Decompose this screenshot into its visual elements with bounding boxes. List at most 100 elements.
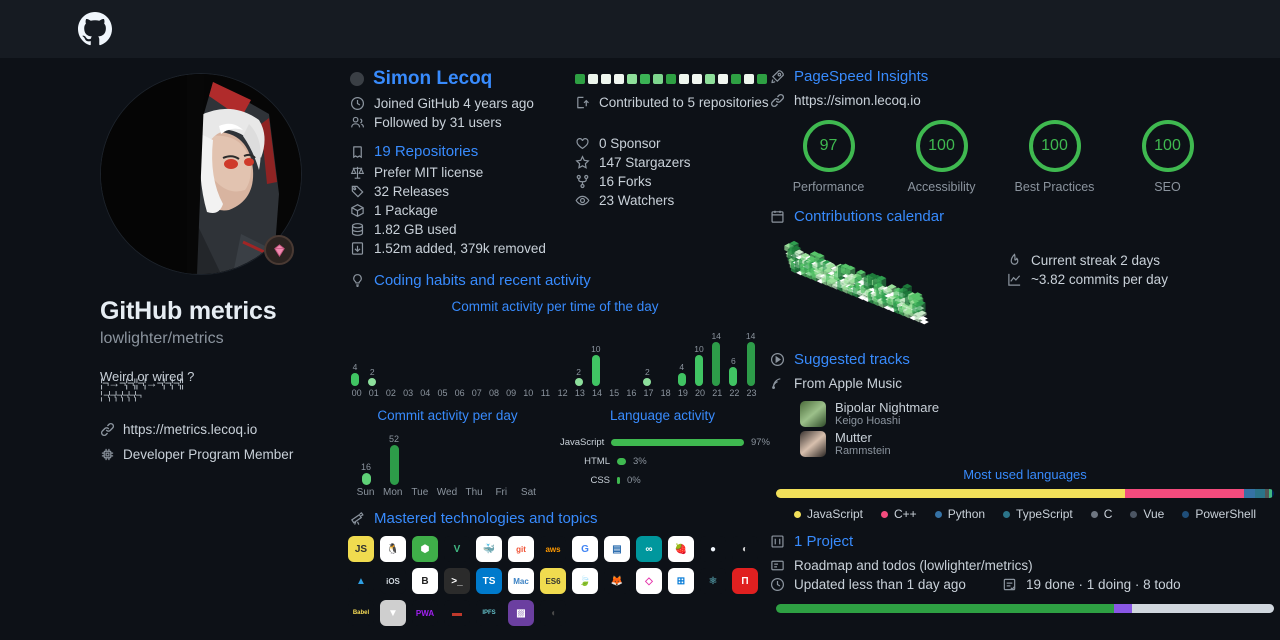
website-link[interactable]: https://metrics.lecoq.io: [100, 422, 340, 437]
calendar-cell-side: [887, 299, 893, 309]
hourly-bar: [574, 378, 583, 386]
calendar-cell-side: [801, 268, 806, 278]
hourly-bar-column: 2: [572, 368, 586, 386]
git-icon: git: [508, 536, 534, 562]
contribution-square: [718, 74, 728, 84]
tech-header[interactable]: Mastered technologies and topics: [350, 510, 770, 527]
forks-label: 16 Forks: [599, 174, 652, 189]
hourly-bar-column: 10: [692, 344, 706, 386]
right-column: PageSpeed Insights https://simon.lecoq.i…: [770, 58, 1280, 640]
most-used-legend-item: Vue: [1130, 507, 1164, 521]
packages-row: 1 Package: [350, 201, 565, 220]
most-used-segment: [1124, 489, 1245, 498]
track-list: Bipolar Nightmare Keigo Hoashi Mutter Ramms…: [800, 399, 1280, 459]
language-activity-rows: JavaScript 97% HTML 3% CSS 0%: [555, 433, 770, 490]
isometric-contributions-calendar: [774, 233, 989, 343]
streak-label: Current streak 2 days: [1031, 253, 1161, 268]
language-activity-pct: 97%: [750, 437, 770, 448]
legend-dot: [934, 510, 942, 518]
rss-icon: [770, 376, 785, 391]
tracks-header[interactable]: Suggested tracks: [770, 351, 1280, 368]
hourly-bar-value: 2: [645, 367, 650, 377]
graphql-icon: ◇: [636, 568, 662, 594]
legend-label: C++: [894, 507, 917, 521]
hourly-axis-label: 07: [471, 388, 482, 398]
license-label: Prefer MIT license: [374, 165, 484, 180]
project-label: 1 Project: [794, 533, 854, 550]
github-octocat-logo[interactable]: [78, 12, 112, 46]
electron-icon: ⚛: [700, 568, 726, 594]
contributed-row: Contributed to 5 repositories: [575, 93, 770, 112]
package-icon: [350, 203, 365, 218]
calendar-cell: [917, 310, 927, 316]
legend-dot: [793, 510, 801, 518]
language-activity-pct: 3%: [633, 456, 647, 467]
pagespeed-url: https://simon.lecoq.io: [794, 93, 921, 108]
link-icon: [770, 93, 785, 108]
gauge-score: 100: [928, 137, 955, 154]
daily-bar-column: 16: [352, 462, 380, 485]
hourly-axis-label: 12: [557, 388, 568, 398]
calendar-cell-side: [812, 265, 817, 270]
pagespeed-url-row[interactable]: https://simon.lecoq.io: [770, 91, 1280, 110]
gauge-ring: 97: [802, 120, 855, 172]
hourly-bar-value: 14: [711, 331, 721, 341]
most-used-segment: [1255, 489, 1266, 498]
hourly-axis-label: 04: [420, 388, 431, 398]
aws-icon: aws: [540, 536, 566, 562]
contribution-square: [640, 74, 650, 84]
bio-line-2: ¦¬→¬¦¬¦¦¬¦→¬¦¬¦¬¦¦: [100, 376, 184, 390]
legend-label: PowerShell: [1195, 507, 1257, 521]
legend-label: JavaScript: [806, 507, 863, 521]
streak-row: Current streak 2 days: [1007, 251, 1168, 270]
stargazers-row: 147 Stargazers: [575, 153, 770, 172]
language-activity-name: CSS: [590, 475, 610, 486]
bio-line-1: Weird or wired ?: [100, 369, 195, 384]
face-portrait-art: [800, 431, 826, 457]
developer-program-label: Developer Program Member: [123, 447, 294, 462]
tracks-source-label: From Apple Music: [794, 376, 903, 391]
daily-axis-label: Tue: [411, 487, 429, 498]
legend-dot: [1130, 510, 1138, 518]
calendar-cell-side: [849, 280, 854, 288]
track-item[interactable]: Mutter Rammstein: [800, 429, 1280, 459]
track-artist: Rammstein: [835, 445, 891, 457]
project-updated-row: Updated less than 1 day ago: [770, 575, 1002, 594]
flame-icon: [1007, 253, 1022, 268]
typescript-icon: TS: [476, 568, 502, 594]
calendar-cell-side: [794, 251, 800, 257]
project-updated-label: Updated less than 1 day ago: [794, 577, 966, 592]
calendar-cell: [789, 240, 799, 246]
database-icon: ▤: [604, 536, 630, 562]
daily-axis-label: Mon: [382, 487, 403, 498]
contribution-square: [744, 74, 754, 84]
language-activity-bar: [611, 439, 744, 446]
gauge-ring: 100: [1141, 120, 1194, 172]
database-icon: [350, 222, 365, 237]
hourly-bar: [729, 367, 738, 386]
calendar-cell: [794, 249, 804, 255]
most-used-legend: JavaScript C++ Python TypeScript C Vue PowerSh…: [786, 507, 1264, 521]
hourly-bar-column: 4: [675, 363, 689, 386]
contribution-square: [666, 74, 676, 84]
track-item[interactable]: Bipolar Nightmare Keigo Hoashi: [800, 399, 1280, 429]
arduino-icon: ∞: [636, 536, 662, 562]
legend-dot: [881, 510, 888, 518]
daily-commit-chart-block: Commit activity per day 16 52 Sun Mon Tue We…: [340, 408, 555, 498]
profile-name-row[interactable]: Simon Lecoq: [350, 68, 565, 90]
project-header[interactable]: 1 Project: [770, 533, 1280, 550]
language-activity-name: JavaScript: [559, 437, 605, 448]
chrome-dev-icon: ◐: [732, 536, 758, 562]
language-activity-row: JavaScript 97%: [555, 433, 770, 452]
contribution-square: [601, 74, 611, 84]
law-icon: [350, 165, 365, 180]
hourly-bar: [351, 373, 359, 386]
pagespeed-header[interactable]: PageSpeed Insights: [770, 68, 1280, 85]
calendar-header[interactable]: Contributions calendar: [770, 208, 1280, 225]
hourly-bar: [368, 378, 377, 386]
coding-habits-header[interactable]: Coding habits and recent activity: [350, 272, 770, 289]
repositories-row[interactable]: 19 Repositories: [350, 140, 565, 163]
legend-dot: [1182, 510, 1190, 518]
hourly-bar-value: 2: [576, 367, 581, 377]
